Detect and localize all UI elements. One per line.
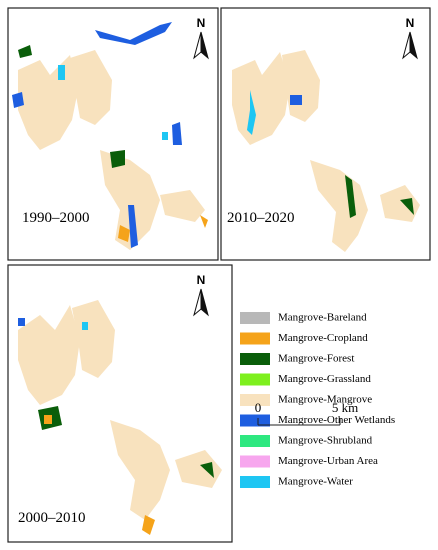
north-arrow-right: [200, 288, 209, 317]
panel-label: 2000–2010: [18, 510, 86, 526]
map-patch: [18, 318, 25, 326]
map-patch: [175, 450, 222, 488]
map-patch: [282, 50, 320, 122]
scale-start: 0: [255, 400, 262, 415]
legend-swatch: [240, 312, 270, 324]
map-patch: [160, 190, 205, 222]
north-label: N: [197, 273, 206, 287]
panel-2010-2020: 2010–2020 N: [220, 7, 431, 261]
panel-label: 2010–2020: [227, 210, 295, 226]
legend-label: Mangrove-Mangrove: [278, 394, 372, 406]
north-arrow-left: [402, 31, 411, 60]
legend-swatch: [240, 373, 270, 386]
legend-swatch: [240, 332, 270, 345]
map-patch: [118, 225, 130, 242]
map-patch: [110, 420, 170, 520]
map-patch: [247, 90, 256, 135]
map-patch: [310, 160, 368, 252]
map-patch: [18, 305, 80, 405]
north-arrow-left: [193, 288, 202, 317]
legend-swatch: [240, 394, 270, 406]
north-label: N: [197, 16, 206, 30]
map-patch: [200, 215, 208, 228]
map-patch: [12, 92, 24, 108]
map-patch: [44, 415, 52, 424]
legend-label: Mangrove-Shrubland: [278, 435, 373, 447]
legend-label: Mangrove-Urban Area: [278, 455, 378, 467]
map-patch: [110, 150, 125, 168]
legend-label: Mangrove-Forest: [278, 353, 354, 365]
north-arrow-right: [200, 31, 209, 60]
map-patch: [18, 55, 78, 150]
map-patch: [70, 50, 112, 125]
panel-1990-2000: 1990–2000 N: [7, 7, 219, 261]
legend-label: Mangrove-Water: [278, 476, 353, 488]
map-patch: [142, 515, 155, 535]
legend-label: Mangrove-Other Wetlands: [278, 414, 395, 426]
map-patch: [128, 205, 138, 248]
panel-2000-2010: 2000–2010 N: [7, 264, 233, 543]
map-patch: [200, 462, 214, 478]
map-patch: [95, 22, 172, 45]
map-patch: [100, 150, 160, 250]
map-patch: [162, 132, 168, 140]
map-patch: [232, 52, 290, 145]
panel-frame: [220, 7, 431, 261]
map-patch: [82, 322, 88, 330]
legend-label: Mangrove-Bareland: [278, 312, 367, 324]
legend-label: Mangrove-Grassland: [278, 373, 371, 385]
legend-swatch: [240, 476, 270, 488]
legend-swatch: [240, 353, 270, 365]
map-patch: [380, 185, 420, 222]
legend-label: Mangrove-Cropland: [278, 332, 368, 344]
north-arrow-right: [409, 31, 418, 60]
scale-bar: 0 5 km: [255, 400, 358, 426]
panel-frame: [7, 7, 219, 261]
scale-end: 5 km: [332, 400, 358, 415]
map-patch: [72, 300, 115, 378]
panel-label: 1990–2000: [22, 210, 90, 226]
map-patch: [290, 95, 302, 105]
panel-frame: [7, 264, 233, 543]
legend: Mangrove-Bareland Mangrove-Cropland Mangro…: [240, 312, 395, 488]
north-label: N: [406, 16, 415, 30]
map-patch: [18, 45, 32, 58]
map-patch: [345, 175, 356, 218]
legend-swatch: [240, 455, 270, 468]
map-patch: [400, 198, 414, 215]
legend-swatch: [240, 414, 270, 427]
legend-swatch: [240, 435, 270, 447]
map-patch: [58, 65, 65, 80]
map-patch: [172, 122, 182, 145]
north-arrow-left: [193, 31, 202, 60]
